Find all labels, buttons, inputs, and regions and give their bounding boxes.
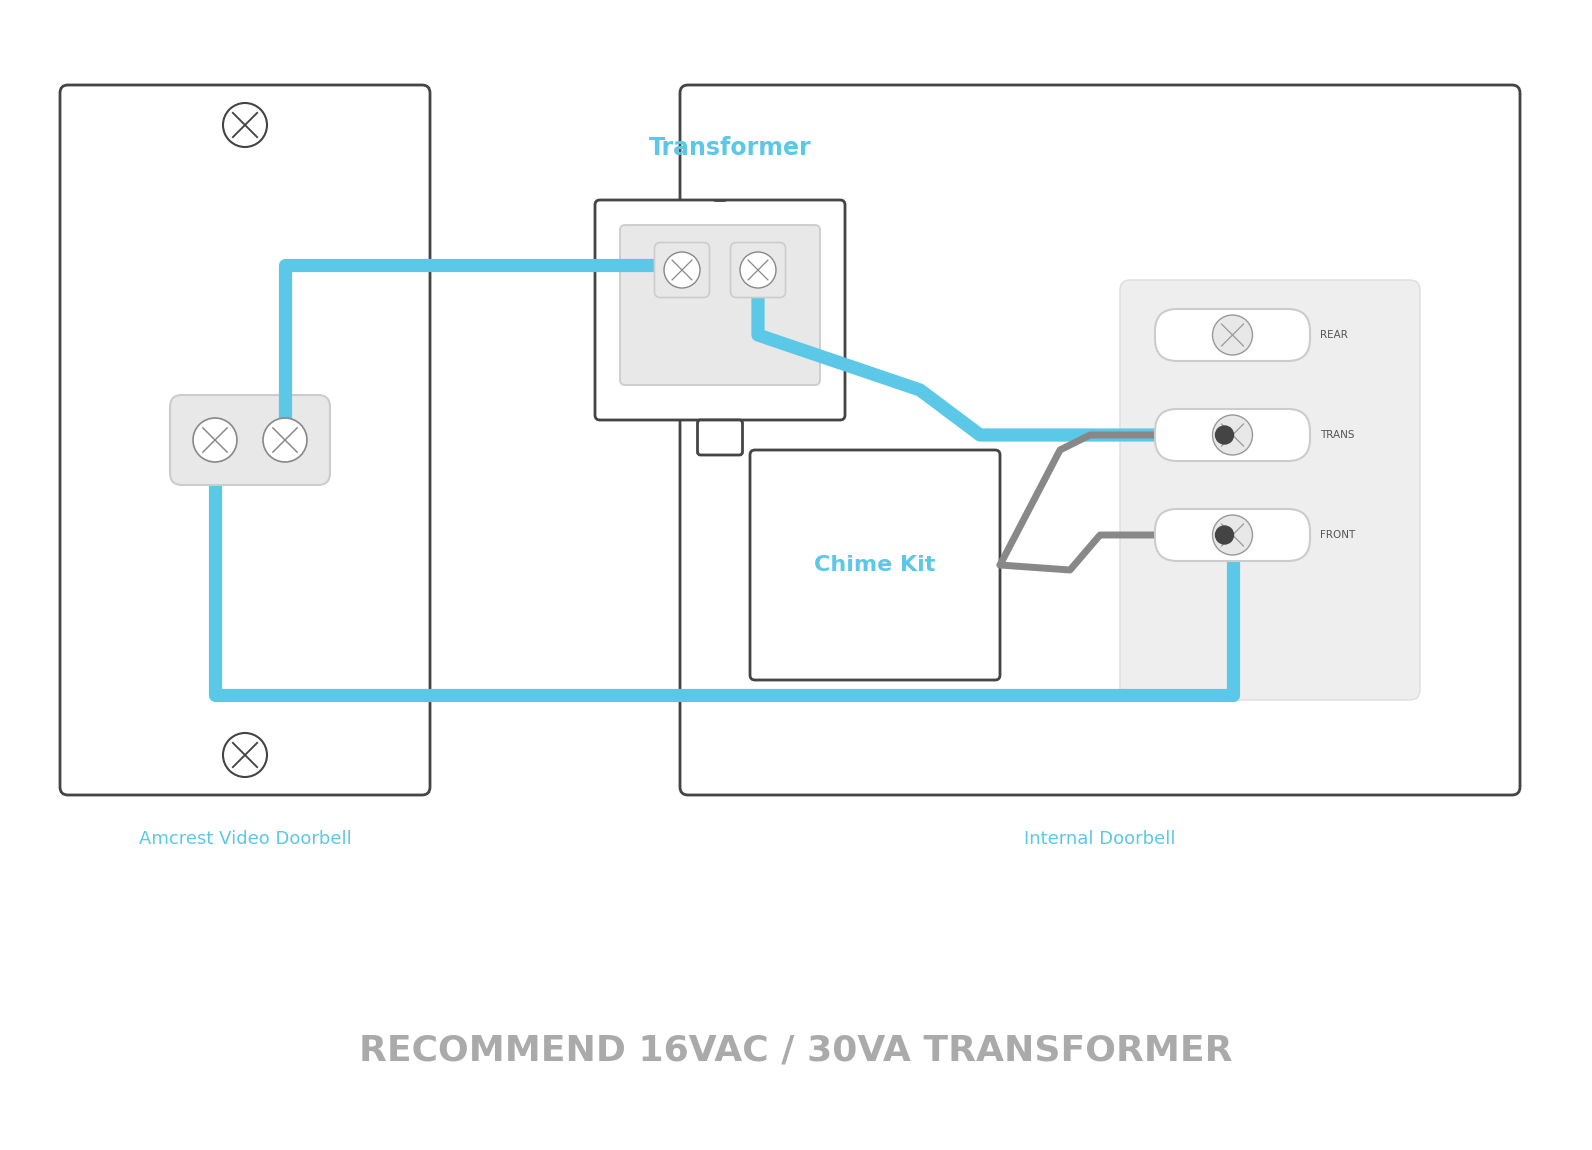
Text: TRANS: TRANS	[1320, 430, 1355, 440]
Circle shape	[1213, 315, 1253, 355]
FancyBboxPatch shape	[1156, 509, 1310, 561]
Circle shape	[193, 417, 237, 462]
FancyBboxPatch shape	[60, 85, 430, 795]
Circle shape	[664, 252, 700, 288]
FancyBboxPatch shape	[731, 243, 785, 298]
FancyBboxPatch shape	[595, 200, 845, 420]
Circle shape	[223, 733, 267, 777]
Text: FRONT: FRONT	[1320, 530, 1355, 540]
FancyBboxPatch shape	[170, 394, 330, 485]
FancyBboxPatch shape	[1156, 309, 1310, 361]
FancyBboxPatch shape	[750, 450, 1000, 680]
Circle shape	[740, 252, 775, 288]
Text: Chime Kit: Chime Kit	[815, 555, 936, 575]
Circle shape	[1213, 415, 1253, 455]
Text: REAR: REAR	[1320, 330, 1348, 340]
Circle shape	[223, 104, 267, 147]
Text: RECOMMEND 16VAC / 30VA TRANSFORMER: RECOMMEND 16VAC / 30VA TRANSFORMER	[360, 1033, 1232, 1067]
FancyBboxPatch shape	[697, 420, 742, 455]
FancyBboxPatch shape	[654, 243, 710, 298]
Text: Transformer: Transformer	[648, 136, 812, 160]
Circle shape	[1216, 526, 1234, 544]
FancyBboxPatch shape	[1121, 279, 1420, 700]
FancyBboxPatch shape	[1156, 409, 1310, 461]
FancyBboxPatch shape	[619, 225, 820, 385]
Text: Amcrest Video Doorbell: Amcrest Video Doorbell	[139, 830, 352, 848]
Text: Internal Doorbell: Internal Doorbell	[1024, 830, 1176, 848]
FancyBboxPatch shape	[680, 85, 1520, 795]
Circle shape	[263, 417, 307, 462]
Circle shape	[1213, 515, 1253, 555]
Circle shape	[1216, 426, 1234, 444]
